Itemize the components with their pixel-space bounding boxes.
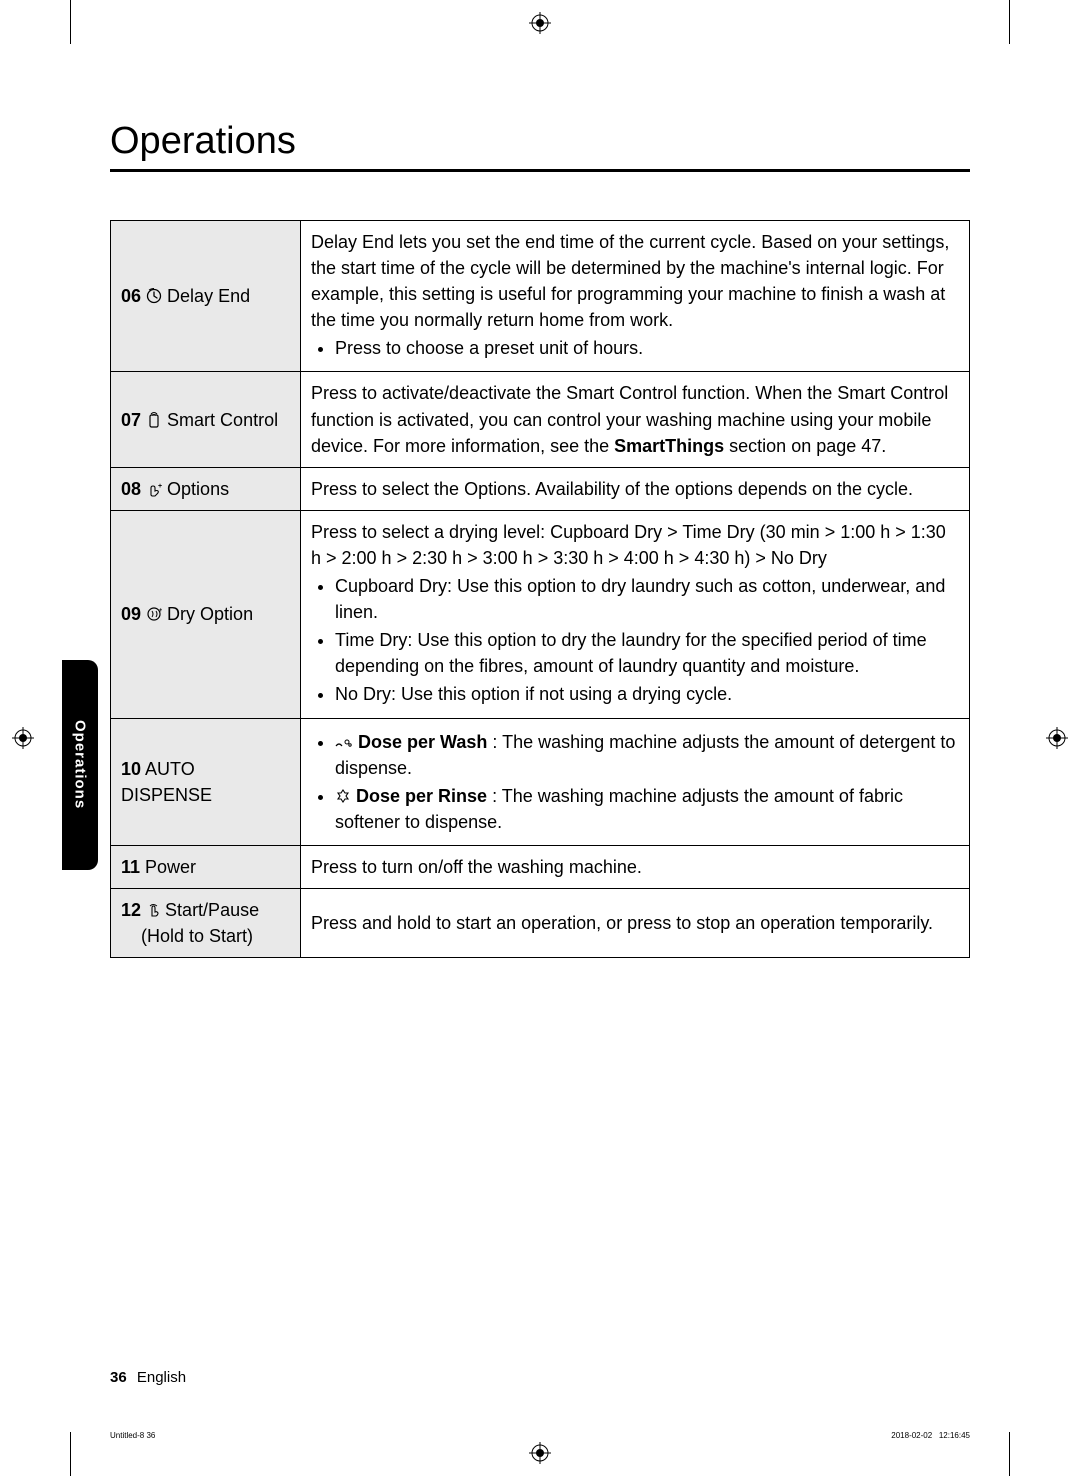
registration-mark-icon [529,1442,551,1464]
crop-mark [1009,1432,1010,1476]
list-item: Time Dry: Use this option to dry the lau… [335,627,959,679]
crop-mark [70,0,71,44]
row-label-text: Dry Option [162,604,253,624]
row-label-text: Smart Control [162,410,278,430]
list-item: Cupboard Dry: Use this option to dry lau… [335,573,959,625]
hand-plus-icon: + [146,481,162,497]
row-label-text: Delay End [162,286,250,306]
desc-text: Press and hold to start an operation, or… [311,913,933,933]
operations-table: 06 Delay End Delay End lets you set the … [110,220,970,958]
page: Operations 06 Delay End Delay End lets y… [0,0,1080,1476]
row-number: 08 [121,479,141,499]
row-label: 09 + Dry Option [111,510,301,718]
row-number: 11 [121,857,140,877]
bold-text: Dose per Wash [358,732,487,752]
registration-mark-icon [529,12,551,34]
registration-mark-icon [1046,727,1068,749]
row-number: 07 [121,410,141,430]
row-desc: Press to activate/deactivate the Smart C… [301,372,970,467]
crop-mark [1009,0,1010,44]
list-item: Dose per Rinse : The washing machine adj… [335,783,959,835]
side-tab: Operations [62,660,98,870]
row-number: 10 [121,759,141,779]
page-title: Operations [110,120,970,163]
bold-text: Dose per Rinse [356,786,487,806]
list-item: Press to choose a preset unit of hours. [335,335,959,361]
row-label: 11 Power [111,845,301,888]
desc-text: section on page 47. [724,436,886,456]
row-label-text: Options [162,479,229,499]
row-label: 12 Start/Pause (Hold to Start) [111,888,301,957]
clock-icon [146,288,162,304]
footer: 36 English [110,1369,186,1386]
list-item: No Dry: Use this option if not using a d… [335,681,959,707]
list-item: Dose per Wash : The washing machine adju… [335,729,959,781]
table-row: 09 + Dry Option Press to select a drying… [111,510,970,718]
desc-text: Press to select a drying level: Cupboard… [311,519,959,571]
crop-mark [70,1432,71,1476]
row-label-text: Start/Pause [160,900,259,920]
row-label-sub: (Hold to Start) [121,926,253,946]
row-label: 06 Delay End [111,221,301,372]
row-label-text: Power [140,857,196,877]
page-number: 36 [110,1369,127,1386]
desc-list: Dose per Wash : The washing machine adju… [311,729,959,835]
row-desc: Press to turn on/off the washing machine… [301,845,970,888]
desc-list: Cupboard Dry: Use this option to dry lau… [311,573,959,707]
table-row: 08 + Options Press to select the Options… [111,467,970,510]
row-desc: Press and hold to start an operation, or… [301,888,970,957]
side-tab-label: Operations [72,720,89,809]
dose-rinse-icon [335,788,351,804]
imprint: Untitled-8 36 2018-02-02 12:16:45 [110,1431,970,1440]
table-row: 07 Smart Control Press to activate/deact… [111,372,970,467]
row-number: 06 [121,286,141,306]
desc-bold: SmartThings [614,436,724,456]
touch-icon [146,902,160,918]
row-number: 09 [121,604,141,624]
imprint-left: Untitled-8 36 [110,1431,155,1440]
registration-mark-icon [12,727,34,749]
table-row: 10 AUTO DISPENSE Dose per Wash : The was… [111,718,970,845]
row-desc: Press to select the Options. Availabilit… [301,467,970,510]
desc-list: Press to choose a preset unit of hours. [311,335,959,361]
row-label: 08 + Options [111,467,301,510]
row-number: 12 [121,900,141,920]
desc-text: Delay End lets you set the end time of t… [311,229,959,333]
title-rule [110,169,970,172]
wifi-phone-icon [146,412,162,428]
row-label: 07 Smart Control [111,372,301,467]
row-desc: Press to select a drying level: Cupboard… [301,510,970,718]
desc-text: Press to turn on/off the washing machine… [311,857,642,877]
row-label: 10 AUTO DISPENSE [111,718,301,845]
dose-wash-icon [335,736,353,750]
row-desc: Delay End lets you set the end time of t… [301,221,970,372]
imprint-right: 2018-02-02 12:16:45 [891,1431,970,1440]
desc-text: Press to select the Options. Availabilit… [311,479,913,499]
table-row: 06 Delay End Delay End lets you set the … [111,221,970,372]
dry-cycle-icon: + [146,606,162,622]
footer-lang: English [137,1369,186,1386]
table-row: 12 Start/Pause (Hold to Start) Press and… [111,888,970,957]
table-row: 11 Power Press to turn on/off the washin… [111,845,970,888]
row-desc: Dose per Wash : The washing machine adju… [301,718,970,845]
